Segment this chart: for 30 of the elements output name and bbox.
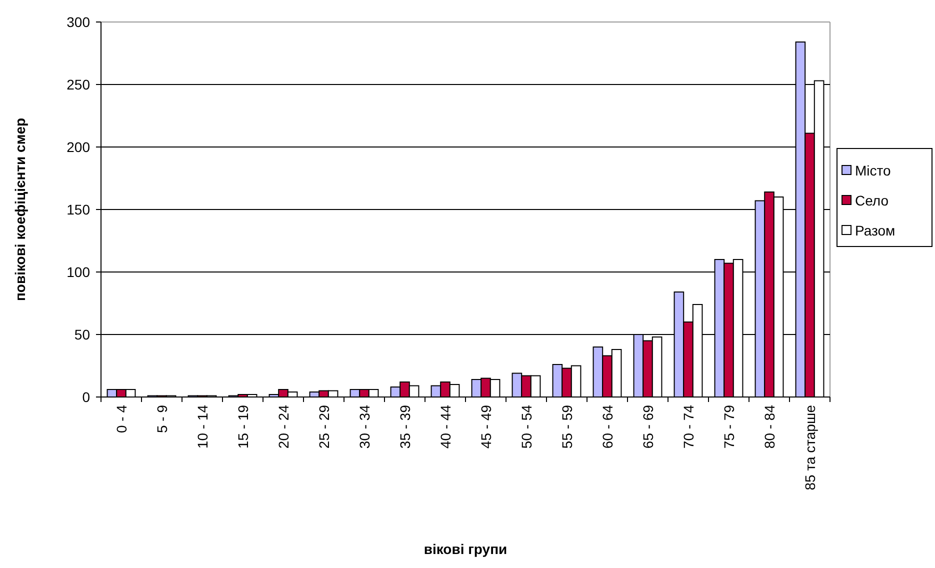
x-tick-label: 55 - 59 <box>558 404 575 449</box>
x-tick-label: 30 - 34 <box>356 404 372 449</box>
y-tick-label: 300 <box>66 14 90 30</box>
y-tick-label: 200 <box>66 139 90 155</box>
y-axis-title: повікові коефіцієнти смер <box>12 118 28 302</box>
x-tick-label: 60 - 64 <box>599 404 616 449</box>
x-tick-label: 50 - 54 <box>518 404 534 449</box>
x-tick-label: 70 - 74 <box>680 404 696 449</box>
x-tick-label: 85 та старше <box>802 404 818 490</box>
y-tick-label: 150 <box>66 202 90 218</box>
y-tick-label: 100 <box>66 264 90 280</box>
legend-label: Разом <box>855 222 896 238</box>
x-axis-title: вікові групи <box>424 541 508 557</box>
x-tick-label: 35 - 39 <box>396 404 413 449</box>
x-tick-label: 65 - 69 <box>640 404 656 449</box>
x-tick-label: 10 - 14 <box>194 404 210 449</box>
legend-label: Село <box>855 192 889 208</box>
legend-label: Місто <box>855 162 892 178</box>
y-tick-label: 50 <box>74 326 90 342</box>
y-tick-label: 250 <box>66 76 90 92</box>
x-tick-label: 20 - 24 <box>275 404 292 449</box>
x-tick-label: 5 - 9 <box>154 404 170 434</box>
x-tick-label: 45 - 49 <box>478 404 494 449</box>
x-tick-label: 75 - 79 <box>720 404 737 449</box>
x-tick-label: 40 - 44 <box>437 404 454 449</box>
y-tick-label: 0 <box>82 389 90 405</box>
x-tick-label: 25 - 29 <box>316 404 332 449</box>
x-tick-label: 80 - 84 <box>761 404 778 449</box>
x-tick-label: 0 - 4 <box>113 404 130 434</box>
x-tick-label: 15 - 19 <box>234 404 251 449</box>
